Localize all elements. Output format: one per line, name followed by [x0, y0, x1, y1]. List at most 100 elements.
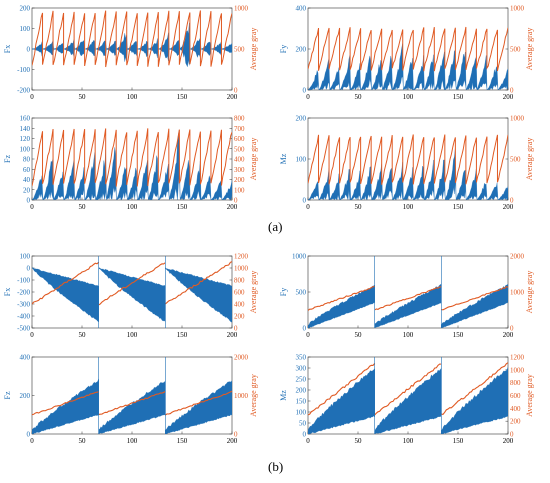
y-tick-label: 60 — [23, 166, 31, 174]
y-tick-label: 0 — [27, 431, 31, 439]
y2-tick-label: 600 — [234, 289, 245, 297]
x-tick-label: 100 — [127, 331, 138, 339]
x-tick-label: 50 — [355, 437, 363, 445]
x-tick-label: 150 — [453, 93, 464, 101]
average-gray-series — [308, 363, 376, 416]
panel-label-b: (b) — [268, 459, 284, 474]
y2-tick-label: 1000 — [234, 5, 249, 13]
x-tick-label: 0 — [30, 331, 34, 339]
x-tick-label: 100 — [127, 203, 138, 211]
y-axis-label: Fx — [3, 288, 12, 296]
average-gray-series — [32, 261, 100, 305]
average-gray-series — [32, 10, 232, 68]
y2-tick-label: 600 — [234, 135, 245, 143]
force-series — [165, 380, 232, 434]
y-axis-label: Fx — [3, 45, 12, 53]
y-tick-label: -100 — [17, 66, 30, 74]
plot-area — [308, 357, 508, 434]
y2-tick-label: 1000 — [510, 289, 525, 297]
y2-tick-label: 0 — [234, 197, 238, 205]
y2-axis-label: Average gray — [525, 271, 534, 314]
x-tick-label: 100 — [403, 203, 414, 211]
y2-tick-label: 500 — [234, 145, 245, 153]
force-series — [308, 43, 508, 90]
y2-tick-label: 0 — [510, 197, 514, 205]
y2-tick-label: 0 — [234, 431, 238, 439]
y-axis-label: Fz — [3, 391, 12, 399]
average-gray-series — [165, 390, 232, 416]
y-axis-label: Fz — [3, 155, 12, 163]
average-gray-series — [308, 26, 508, 72]
y-tick-label: 0 — [303, 87, 307, 95]
y-tick-label: 20 — [23, 186, 31, 194]
x-tick-label: 50 — [79, 331, 87, 339]
force-series — [32, 129, 232, 200]
chart-a-fz: 0204060801001201401600100200300400500600… — [3, 115, 258, 212]
y2-axis-label: Average gray — [525, 28, 534, 71]
x-tick-label: 50 — [79, 437, 87, 445]
average-gray-series — [98, 262, 166, 306]
plot-area — [308, 26, 508, 90]
x-tick-label: 100 — [127, 437, 138, 445]
y2-tick-label: 0 — [234, 87, 238, 95]
y2-tick-label: 400 — [234, 156, 245, 164]
average-gray-series — [32, 128, 232, 187]
y2-tick-label: 200 — [510, 418, 521, 426]
y2-tick-label: 1200 — [510, 354, 525, 362]
force-series — [441, 366, 508, 434]
y2-tick-label: 200 — [234, 313, 245, 321]
average-gray-series — [374, 286, 442, 311]
y-tick-label: -200 — [17, 87, 30, 95]
x-tick-label: 200 — [503, 203, 514, 211]
x-tick-label: 50 — [79, 93, 87, 101]
x-tick-label: 50 — [355, 331, 363, 339]
y-tick-label: 0 — [27, 265, 31, 273]
y2-tick-label: 1000 — [510, 115, 525, 123]
x-tick-label: 50 — [355, 93, 363, 101]
x-tick-label: 0 — [306, 203, 310, 211]
y-tick-label: 0 — [27, 197, 31, 205]
y-tick-label: 500 — [296, 289, 307, 297]
y2-tick-label: 1000 — [510, 5, 525, 13]
y-tick-label: 80 — [23, 156, 31, 164]
y2-tick-label: 0 — [510, 87, 514, 95]
plot-area — [32, 10, 232, 68]
y-tick-label: 0 — [303, 431, 307, 439]
y2-tick-label: 400 — [234, 301, 245, 309]
force-series — [441, 283, 508, 328]
x-tick-label: 200 — [227, 93, 238, 101]
y2-tick-label: 1200 — [234, 253, 249, 261]
y-tick-label: 1000 — [292, 253, 307, 261]
y-tick-label: 100 — [20, 25, 31, 33]
plot-area — [32, 357, 232, 434]
average-gray-series — [308, 134, 508, 185]
x-tick-label: 150 — [177, 203, 188, 211]
y2-tick-label: 500 — [234, 46, 245, 54]
plot-frame — [307, 255, 509, 329]
x-tick-label: 50 — [355, 203, 363, 211]
y2-tick-label: 100 — [234, 186, 245, 194]
y-tick-label: 400 — [20, 354, 31, 362]
y-tick-label: -100 — [17, 277, 30, 285]
plot-area — [308, 256, 508, 328]
x-tick-label: 50 — [79, 203, 87, 211]
y-tick-label: 150 — [296, 398, 307, 406]
y2-tick-label: 2000 — [234, 354, 249, 362]
average-gray-series — [441, 362, 508, 415]
x-tick-label: 0 — [30, 437, 34, 445]
plot-area — [308, 134, 508, 200]
y-tick-label: 400 — [296, 5, 307, 13]
x-tick-label: 100 — [127, 93, 138, 101]
x-tick-label: 200 — [227, 437, 238, 445]
x-tick-label: 100 — [403, 437, 414, 445]
x-tick-label: 100 — [403, 331, 414, 339]
y2-axis-label: Average gray — [249, 271, 258, 314]
x-tick-label: 150 — [177, 93, 188, 101]
y2-axis-label: Average gray — [249, 374, 258, 417]
y-axis-label: Mz — [279, 153, 288, 164]
y-tick-label: 200 — [296, 115, 307, 123]
y-tick-label: 200 — [20, 5, 31, 13]
